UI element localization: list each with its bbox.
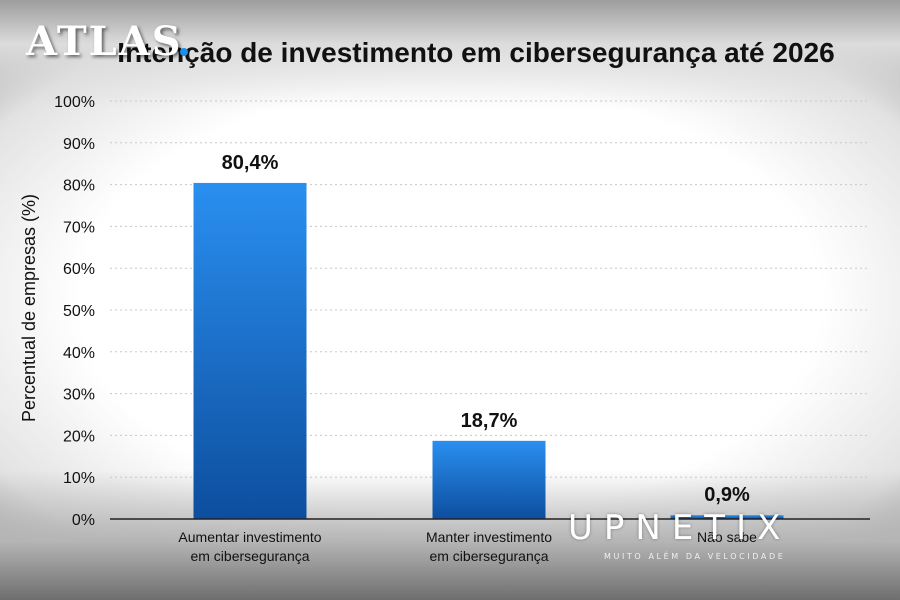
y-tick-label: 60% <box>63 261 95 278</box>
y-tick-label: 30% <box>63 387 95 404</box>
upnetix-tagline: MUITO ALÉM DA VELOCIDADE <box>604 552 786 561</box>
bar-value-label: 80,4% <box>222 152 279 174</box>
x-category-label: em cibersegurança <box>190 548 309 564</box>
y-tick-label: 100% <box>54 94 95 111</box>
bar <box>193 182 307 520</box>
y-tick-label: 10% <box>63 470 95 487</box>
y-tick-label: 80% <box>63 178 95 195</box>
y-tick-labels: 0% 10% 20% 30% 40% 50% 60% 70% 80% 90% 100% <box>54 94 95 529</box>
atlas-logo-dot <box>180 48 188 56</box>
y-tick-label: 50% <box>63 303 95 320</box>
upnetix-logo: UPNETIX <box>568 508 792 548</box>
bar-value-label: 0,9% <box>704 484 750 506</box>
chart-title: Intenção de investimento em ciberseguran… <box>117 37 834 68</box>
y-tick-label: 40% <box>63 345 95 362</box>
x-category-label: Manter investimento <box>426 529 552 545</box>
x-category-label: Aumentar investimento <box>178 529 321 545</box>
bar <box>432 440 546 519</box>
y-tick-label: 70% <box>63 219 95 236</box>
bar-value-label: 18,7% <box>461 410 518 432</box>
y-tick-label: 90% <box>63 136 95 153</box>
y-tick-label: 0% <box>72 512 95 529</box>
atlas-logo: ATLAS <box>26 18 183 65</box>
x-category-label: em cibersegurança <box>429 548 548 564</box>
y-tick-label: 20% <box>63 428 95 445</box>
y-axis-label: Percentual de empresas (%) <box>19 194 39 422</box>
bar <box>670 515 784 519</box>
top-vignette <box>0 0 900 110</box>
category-labels: Aumentar investimento em cibersegurança Ma… <box>178 529 757 564</box>
data-labels: 80,4% 18,7% 0,9% <box>222 152 750 506</box>
bars <box>193 182 784 520</box>
x-category-label: Não sabe <box>697 529 757 545</box>
